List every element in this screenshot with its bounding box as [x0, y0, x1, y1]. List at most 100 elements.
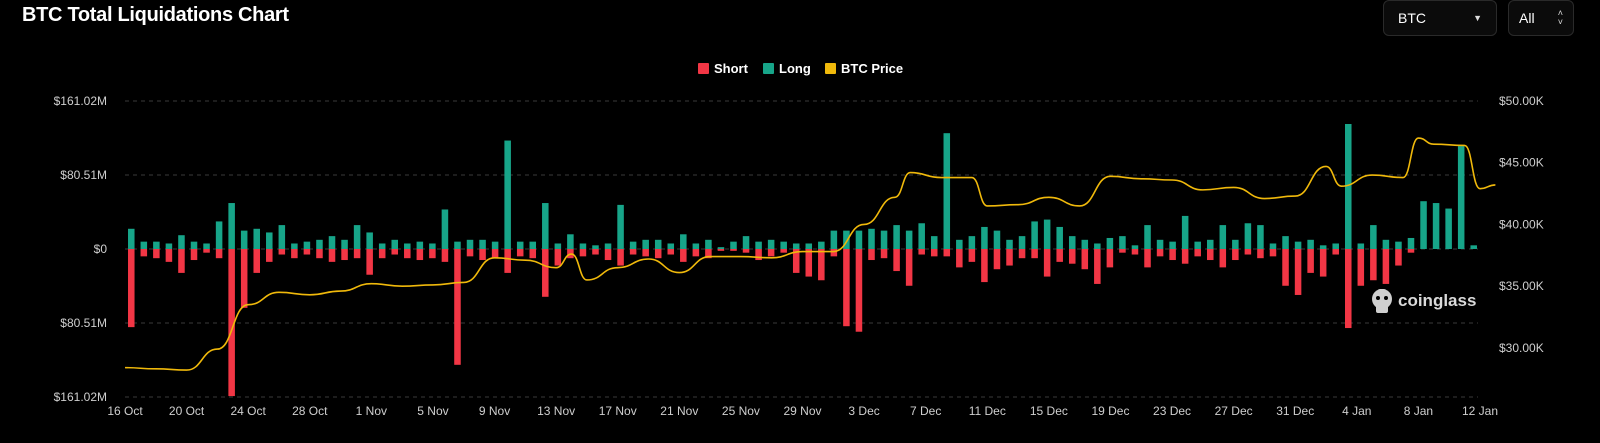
- long-bar[interactable]: [579, 243, 587, 249]
- long-bar[interactable]: [1006, 239, 1013, 249]
- short-bar[interactable]: [1094, 249, 1101, 284]
- short-bar[interactable]: [190, 249, 198, 261]
- long-bar[interactable]: [429, 243, 436, 249]
- long-bar[interactable]: [1395, 241, 1402, 249]
- short-bar[interactable]: [592, 249, 599, 255]
- long-bar[interactable]: [1282, 236, 1289, 249]
- long-bar[interactable]: [1432, 203, 1440, 249]
- short-bar[interactable]: [1119, 249, 1126, 253]
- long-bar[interactable]: [629, 241, 637, 249]
- long-bar[interactable]: [893, 225, 900, 249]
- short-bar[interactable]: [504, 249, 511, 273]
- short-bar[interactable]: [1206, 249, 1214, 261]
- short-bar[interactable]: [755, 249, 762, 261]
- long-bar[interactable]: [454, 241, 461, 249]
- long-bar[interactable]: [1357, 243, 1365, 249]
- short-bar[interactable]: [429, 249, 436, 259]
- long-bar[interactable]: [818, 241, 825, 249]
- short-bar[interactable]: [391, 249, 399, 255]
- long-bar[interactable]: [215, 221, 223, 249]
- long-bar[interactable]: [240, 230, 248, 249]
- short-bar[interactable]: [1382, 249, 1390, 284]
- long-bar[interactable]: [843, 230, 850, 249]
- short-bar[interactable]: [843, 249, 850, 327]
- short-bar[interactable]: [1219, 249, 1227, 268]
- long-bar[interactable]: [592, 245, 599, 249]
- long-bar[interactable]: [956, 239, 963, 249]
- short-bar[interactable]: [303, 249, 311, 255]
- long-bar[interactable]: [968, 236, 976, 249]
- long-bar[interactable]: [692, 243, 700, 249]
- long-bar[interactable]: [1420, 201, 1427, 249]
- long-bar[interactable]: [855, 230, 863, 249]
- long-bar[interactable]: [667, 243, 675, 249]
- long-bar[interactable]: [190, 241, 198, 249]
- short-bar[interactable]: [1307, 249, 1314, 273]
- short-bar[interactable]: [1169, 249, 1176, 261]
- long-bar[interactable]: [1232, 239, 1239, 249]
- short-bar[interactable]: [1345, 249, 1352, 329]
- short-bar[interactable]: [1006, 249, 1013, 266]
- short-bar[interactable]: [943, 249, 951, 257]
- asset-select[interactable]: BTC ▼: [1383, 0, 1497, 36]
- long-bar[interactable]: [416, 241, 424, 249]
- short-bar[interactable]: [441, 249, 449, 262]
- long-bar[interactable]: [1018, 236, 1026, 249]
- short-bar[interactable]: [165, 249, 173, 262]
- short-bar[interactable]: [818, 249, 825, 281]
- short-bar[interactable]: [792, 249, 800, 273]
- short-bar[interactable]: [968, 249, 976, 262]
- short-bar[interactable]: [178, 249, 185, 273]
- short-bar[interactable]: [253, 249, 260, 273]
- long-bar[interactable]: [642, 239, 649, 249]
- short-bar[interactable]: [1144, 249, 1151, 268]
- long-bar[interactable]: [1194, 241, 1201, 249]
- short-bar[interactable]: [1018, 249, 1026, 259]
- short-bar[interactable]: [956, 249, 963, 268]
- short-bar[interactable]: [1294, 249, 1302, 295]
- long-bar[interactable]: [868, 228, 875, 249]
- short-bar[interactable]: [1068, 249, 1076, 264]
- long-bar[interactable]: [542, 203, 549, 249]
- short-bar[interactable]: [404, 249, 411, 259]
- short-bar[interactable]: [1056, 249, 1063, 262]
- long-bar[interactable]: [504, 140, 511, 249]
- short-bar[interactable]: [1131, 249, 1139, 255]
- long-bar[interactable]: [930, 236, 938, 249]
- short-bar[interactable]: [1232, 249, 1239, 261]
- short-bar[interactable]: [1156, 249, 1164, 257]
- short-bar[interactable]: [516, 249, 524, 257]
- long-bar[interactable]: [905, 230, 913, 249]
- short-bar[interactable]: [1031, 249, 1038, 259]
- short-bar[interactable]: [730, 249, 737, 251]
- long-bar[interactable]: [266, 232, 273, 249]
- long-bar[interactable]: [680, 234, 687, 249]
- long-bar[interactable]: [1106, 237, 1114, 249]
- long-bar[interactable]: [466, 239, 474, 249]
- long-bar[interactable]: [441, 209, 449, 249]
- long-bar[interactable]: [1156, 239, 1164, 249]
- short-bar[interactable]: [1357, 249, 1365, 286]
- short-bar[interactable]: [1332, 249, 1339, 255]
- short-bar[interactable]: [416, 249, 424, 261]
- long-bar[interactable]: [291, 243, 298, 249]
- long-bar[interactable]: [1043, 219, 1051, 249]
- long-bar[interactable]: [1470, 245, 1477, 249]
- short-bar[interactable]: [491, 249, 499, 259]
- long-bar[interactable]: [755, 241, 762, 249]
- long-bar[interactable]: [918, 223, 925, 249]
- short-bar[interactable]: [1370, 249, 1377, 281]
- long-bar[interactable]: [1269, 243, 1277, 249]
- short-bar[interactable]: [780, 249, 787, 253]
- long-bar[interactable]: [1056, 226, 1063, 249]
- long-bar[interactable]: [767, 239, 775, 249]
- long-bar[interactable]: [943, 133, 951, 249]
- short-bar[interactable]: [1257, 249, 1264, 259]
- long-bar[interactable]: [140, 241, 148, 249]
- short-bar[interactable]: [266, 249, 273, 262]
- short-bar[interactable]: [855, 249, 863, 332]
- long-bar[interactable]: [1244, 223, 1252, 249]
- long-bar[interactable]: [1257, 225, 1264, 249]
- short-bar[interactable]: [1269, 249, 1277, 257]
- short-bar[interactable]: [893, 249, 900, 272]
